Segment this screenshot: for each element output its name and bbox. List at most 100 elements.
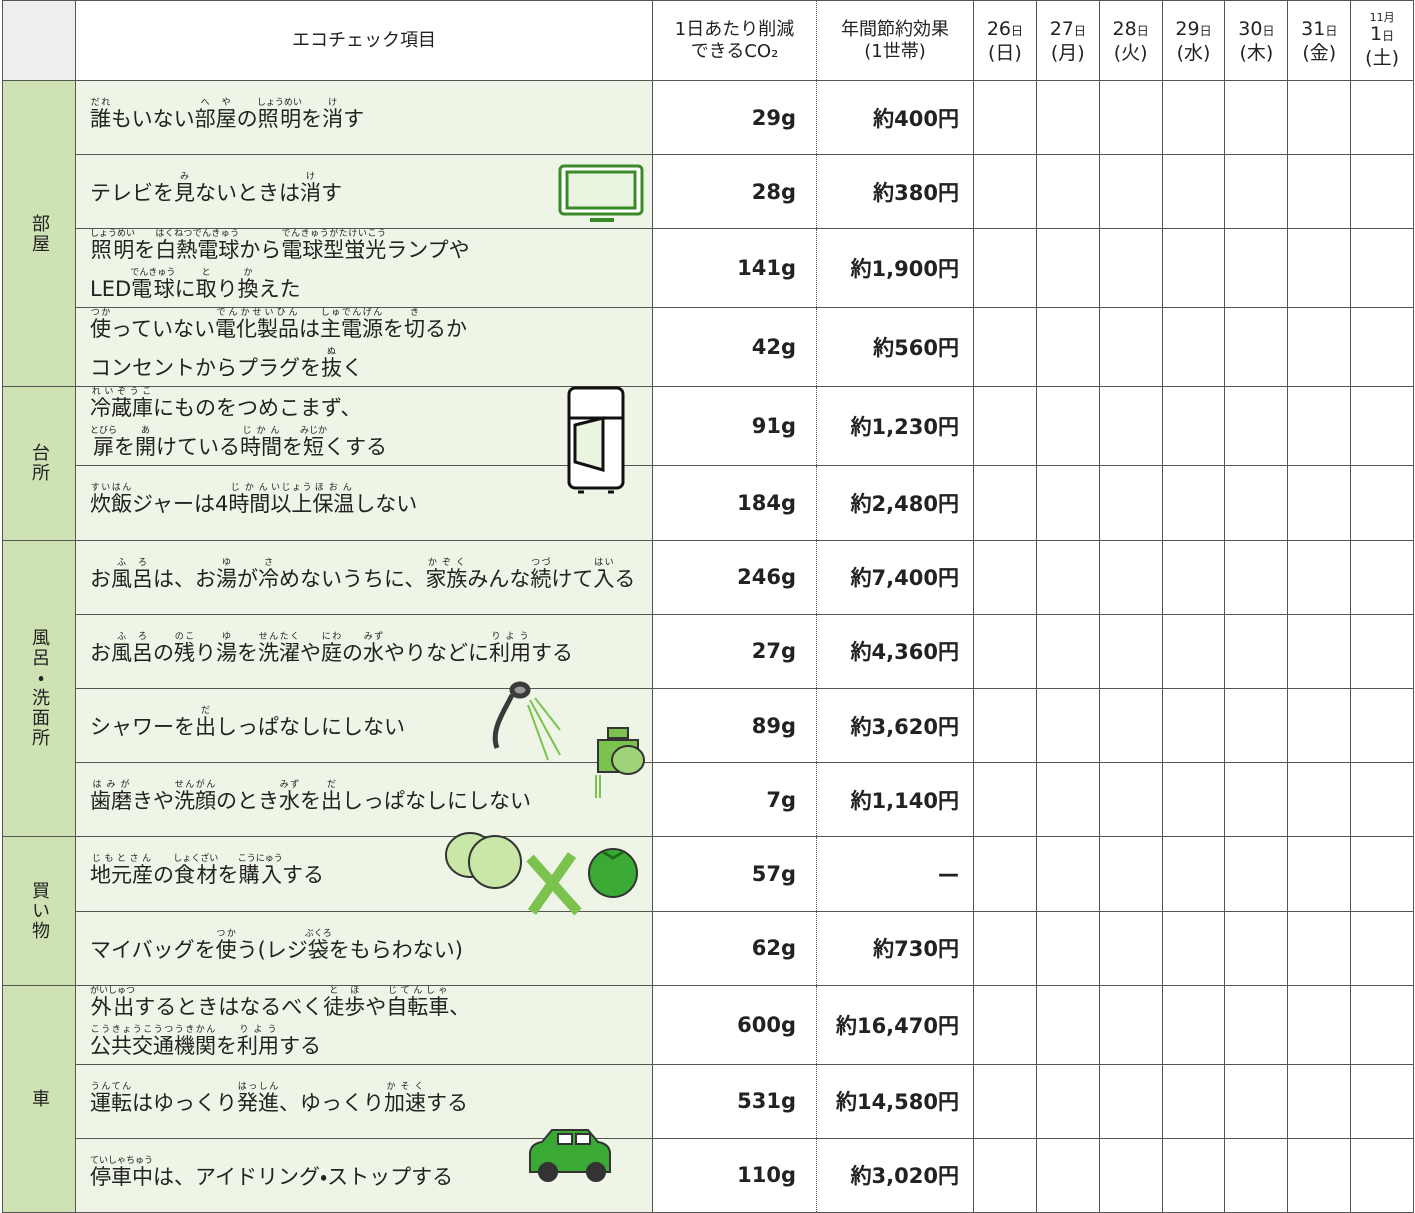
- check-cell: [1035, 613, 1100, 689]
- base: 外出: [90, 994, 136, 1019]
- base: 湯: [216, 566, 237, 591]
- base: 残: [174, 640, 195, 665]
- ruby-word: 短みじか: [300, 427, 327, 460]
- base: 換: [237, 277, 259, 302]
- text: を: [237, 640, 258, 665]
- item-text: お風呂ふろは、お湯ゆが冷さめないうちに、家族かぞくみんな続つづけて入はいる: [75, 539, 653, 615]
- check-cell: [1035, 984, 1100, 1065]
- check-cell: [1224, 984, 1289, 1065]
- item-text: お風呂ふろの残のこり湯ゆを洗濯せんたくや庭にわの水みずやりなどに利用りようする: [75, 613, 653, 689]
- item-row: 買い物 地元産じもとさんの食材しょくざいを購入こうにゅうする 57g —: [2, 836, 1415, 986]
- check-cell: [973, 539, 1037, 615]
- furigana: ふろ: [111, 557, 153, 568]
- item-row: マイバッグを使つかう(レジ袋ぶくろをもらわない) 62g 約730円: [3, 910, 1415, 986]
- base: 洗濯: [258, 640, 300, 665]
- annual-saving: 約3,020円: [816, 1137, 974, 1213]
- check-cell: [1161, 386, 1226, 467]
- item-header: エコチェック項目: [75, 0, 653, 81]
- check-cell: [1287, 984, 1352, 1065]
- furigana: せんがん: [174, 780, 216, 791]
- day-number: 28日: [1100, 18, 1162, 42]
- text: は: [298, 317, 320, 342]
- check-cell: [1035, 539, 1100, 615]
- check-cell: [1161, 1137, 1226, 1213]
- day-of-week: (土): [1365, 47, 1399, 69]
- ruby-word: 電球でんきゅう: [130, 269, 175, 302]
- item-text: 外出がいしゅつするときはなるべく徒歩とほや自転車じてんしゃ、 公共交通機関こうきょ…: [75, 984, 653, 1065]
- check-cell: [1224, 762, 1289, 838]
- check-cell: [1161, 1063, 1226, 1139]
- check-cell: [1098, 984, 1163, 1065]
- check-cell: [1035, 1063, 1100, 1139]
- check-cell: [1035, 836, 1100, 912]
- item-row: 部屋 誰だれもいない部屋へやの照明しょうめいを消けす 29g 約400円: [2, 79, 1415, 388]
- base: 冷: [258, 566, 279, 591]
- check-cell: [1035, 154, 1100, 230]
- annual-saving: 約2,480円: [816, 465, 974, 541]
- furigana: しゅでんげん: [319, 308, 383, 319]
- text: を: [301, 107, 323, 132]
- check-cell: [1287, 154, 1352, 230]
- co2-reduction: 600g: [652, 984, 817, 1065]
- base: 続: [530, 566, 552, 591]
- furigana: とびら: [90, 426, 118, 437]
- check-cell: [1098, 539, 1163, 615]
- base: 開: [135, 435, 156, 460]
- day-num: 29: [1175, 17, 1200, 40]
- check-cell: [1350, 465, 1415, 541]
- ruby-word: 水みず: [363, 632, 384, 665]
- base: 地元産: [90, 863, 153, 888]
- text: する: [426, 1090, 468, 1115]
- base: 短: [300, 435, 327, 460]
- check-cell: [1350, 687, 1415, 764]
- annual-saving: 約3,620円: [816, 687, 974, 764]
- co2-reduction: 27g: [652, 613, 817, 689]
- day-unit: 日: [1011, 23, 1024, 38]
- day-number: 1日: [1351, 23, 1413, 47]
- furigana: か: [237, 268, 259, 279]
- base: 入: [593, 566, 615, 591]
- check-cell: [1287, 762, 1352, 838]
- check-cell: [1035, 910, 1100, 986]
- text: にものをつめこまず、: [153, 396, 362, 421]
- check-cell: [1161, 836, 1226, 912]
- text-line: LED電球でんきゅうに取とり換かえた: [90, 268, 652, 307]
- furigana: でんきゅうがたけいこう: [281, 229, 387, 240]
- ruby-word: 家族かぞく: [425, 558, 467, 591]
- item-text: 冷蔵庫れいぞうこにものをつめこまず、 扉とびらを開あけている時間じかんを短みじかく…: [75, 386, 653, 467]
- check-cell: [973, 79, 1037, 156]
- item-row: お風呂ふろの残のこり湯ゆを洗濯せんたくや庭にわの水みずやりなどに利用りようする 2…: [3, 613, 1415, 689]
- check-cell: [1035, 79, 1100, 156]
- check-cell: [1287, 307, 1352, 388]
- furigana: あ: [135, 426, 156, 437]
- text-line: 停車中ていしゃちゅうは、アイドリング・ストップする: [90, 1156, 652, 1195]
- ruby-word: 扉とびら: [90, 427, 117, 460]
- furigana: でんかせいひん: [214, 308, 299, 319]
- furigana: き: [403, 308, 425, 319]
- day-header: 27日 (月): [1035, 0, 1100, 81]
- text-line: テレビを見みないときは消けす: [90, 172, 652, 211]
- check-cell: [1287, 465, 1352, 541]
- check-cell: [973, 687, 1037, 764]
- header-row: エコチェック項目 1日あたり削減 できるCO₂ 年間節約効果 (1世帯) 26日 (日…: [2, 0, 1415, 81]
- check-cell: [1224, 307, 1289, 388]
- base: 袋: [304, 937, 332, 962]
- furigana: ゆ: [216, 631, 237, 642]
- furigana: りよう: [237, 1024, 279, 1035]
- text-line: 外出がいしゅつするときはなるべく徒歩とほや自転車じてんしゃ、: [90, 986, 652, 1025]
- text-line: お風呂ふろの残のこり湯ゆを洗濯せんたくや庭にわの水みずやりなどに利用りようする: [90, 632, 652, 671]
- furigana: はっしん: [237, 1081, 279, 1092]
- furigana: へや: [194, 98, 237, 109]
- ruby-word: 消け: [300, 173, 321, 206]
- base: 洗顔: [174, 789, 216, 814]
- text: っていない: [111, 317, 215, 342]
- text-line: 運転うんてんはゆっくり発進はっしん、ゆっくり加速かそくする: [90, 1082, 652, 1121]
- annual-saving: —: [816, 836, 974, 912]
- header-line: 年間節約効果: [841, 18, 949, 40]
- day-header: 30日 (木): [1224, 0, 1289, 81]
- check-cell: [1098, 386, 1163, 467]
- text: を: [382, 317, 404, 342]
- item-row: 照明しょうめいを白熱電球はくねつでんきゅうから電球型蛍光でんきゅうがたけいこうラ…: [3, 228, 1415, 309]
- text: の: [153, 640, 174, 665]
- ruby-word: 取と: [196, 269, 217, 302]
